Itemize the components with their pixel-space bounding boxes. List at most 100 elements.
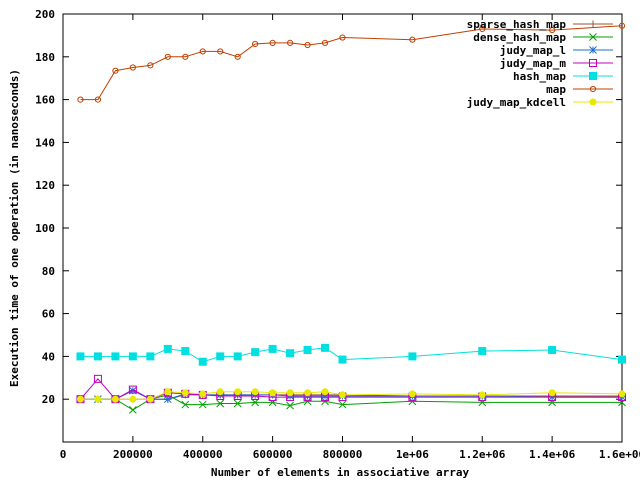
series-line [80, 394, 622, 411]
data-point [618, 22, 626, 29]
x-tick-label: 600000 [253, 448, 293, 461]
y-tick-label: 60 [42, 308, 55, 321]
data-point [478, 347, 487, 356]
data-point [147, 62, 154, 69]
data-point [251, 388, 259, 396]
data-point [286, 389, 294, 397]
data-point [164, 53, 171, 60]
series-line [80, 390, 622, 400]
data-point [286, 349, 295, 358]
series-line [80, 347, 623, 363]
legend: sparse_hash_mapdense_hash_mapjudy_map_lj… [467, 18, 613, 109]
y-tick-label: 140 [35, 136, 55, 149]
y-tick-label: 40 [42, 350, 55, 363]
legend-marker [589, 33, 597, 41]
data-point [94, 395, 102, 403]
data-point [548, 345, 557, 354]
legend-marker [589, 85, 597, 93]
axis-ticks: 20 40 60 80 100 120 140 160 180 200 0 200000 400000 6… [35, 8, 640, 461]
data-point [251, 348, 260, 357]
data-point [111, 395, 119, 403]
data-point [304, 41, 311, 49]
data-point [94, 96, 102, 103]
x-tick-label: 1.2e+06 [459, 448, 506, 461]
y-tick-label: 100 [35, 222, 55, 235]
x-tick-label: 1e+06 [396, 448, 429, 461]
x-tick-label: 0 [60, 448, 67, 461]
data-point [76, 395, 84, 403]
data-point [216, 399, 225, 408]
data-point [478, 391, 486, 399]
x-tick-label: 400000 [183, 448, 223, 461]
legend-label: judy_map_l [500, 44, 566, 57]
data-point [269, 389, 277, 397]
data-point [303, 345, 312, 354]
data-point [146, 395, 154, 403]
series-judy_map_kdcell [76, 388, 626, 403]
data-point [409, 36, 416, 43]
y-tick-label: 120 [35, 179, 55, 192]
y-tick-label: 20 [42, 393, 55, 406]
data-point [198, 357, 207, 366]
data-point [549, 26, 556, 34]
data-point [408, 390, 416, 398]
data-point [111, 352, 120, 361]
data-point [304, 389, 312, 397]
x-tick-label: 1.6e+06 [599, 448, 640, 461]
series-judy_map_m [76, 374, 626, 404]
x-tick-label: 800000 [323, 448, 363, 461]
data-point [129, 395, 137, 403]
data-point [217, 48, 224, 55]
legend-marker [589, 72, 597, 80]
data-point [181, 347, 190, 356]
y-tick-label: 80 [42, 265, 55, 278]
data-point [339, 34, 346, 41]
data-point [77, 96, 84, 103]
data-point [129, 406, 137, 414]
series-line [80, 378, 622, 400]
data-point [548, 389, 556, 397]
data-point [321, 343, 330, 352]
series-layer [76, 22, 626, 414]
legend-label: dense_hash_map [473, 31, 566, 44]
data-point [234, 53, 241, 60]
data-point [182, 53, 189, 60]
data-point [128, 385, 137, 394]
data-point [199, 48, 206, 55]
y-tick-label: 160 [35, 94, 55, 107]
data-point [76, 352, 85, 361]
data-point [321, 388, 329, 396]
data-point [321, 392, 329, 400]
data-point [251, 398, 260, 407]
data-point [181, 389, 189, 397]
data-point [618, 355, 626, 364]
data-point [216, 352, 225, 361]
data-point [164, 388, 172, 396]
data-point [618, 390, 626, 398]
data-point [234, 388, 242, 396]
y-tick-label: 180 [35, 51, 55, 64]
legend-label: judy_map_m [500, 57, 567, 70]
data-point [198, 400, 207, 409]
data-point [146, 352, 155, 361]
data-point [338, 400, 347, 409]
series-map [77, 22, 626, 103]
x-tick-label: 1.4e+06 [529, 448, 576, 461]
data-point [163, 344, 172, 353]
data-point [129, 64, 136, 71]
legend-marker [589, 46, 597, 54]
data-point [93, 374, 102, 383]
data-point [233, 352, 242, 361]
data-point [252, 40, 259, 48]
data-point [286, 39, 294, 46]
legend-label: sparse_hash_map [467, 18, 567, 31]
data-point [269, 39, 276, 46]
data-point [233, 399, 242, 408]
x-tick-label: 200000 [113, 448, 153, 461]
data-point [338, 355, 347, 364]
data-point [112, 67, 119, 74]
legend-label: map [546, 83, 566, 96]
data-point [128, 352, 137, 361]
data-point [339, 391, 346, 399]
